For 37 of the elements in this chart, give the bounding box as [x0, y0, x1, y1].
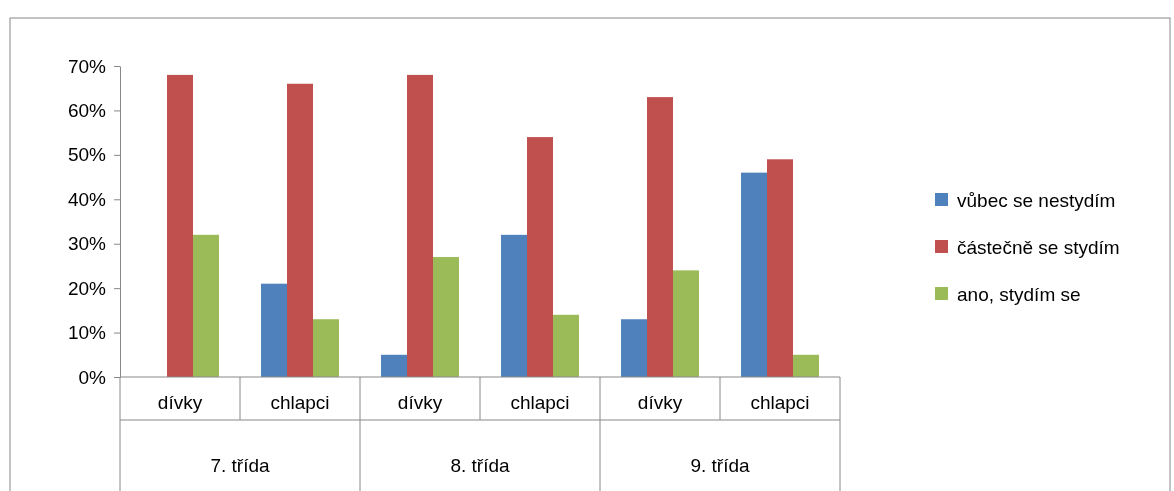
text: 9. třída	[690, 455, 750, 476]
x-tick-label: dívky	[397, 392, 443, 413]
bar	[407, 74, 433, 377]
bar	[433, 257, 459, 377]
bar	[167, 74, 193, 377]
x-tick-label: chlapci	[510, 392, 570, 413]
bar	[313, 319, 339, 377]
y-tick-label: 20%	[67, 277, 107, 299]
x-tick-label: dívky	[637, 392, 683, 413]
y-tick-label: 10%	[67, 322, 107, 344]
x-tick-label: chlapci	[270, 392, 330, 413]
y-tick-label: 60%	[67, 100, 107, 122]
bar	[793, 354, 819, 377]
legend-label: ano, stydím se	[957, 284, 1081, 305]
bar	[553, 314, 579, 377]
bar	[673, 270, 699, 377]
bar	[501, 234, 527, 377]
bar	[193, 234, 219, 377]
legend-label: vůbec se nestydím	[957, 190, 1116, 211]
legend-label: částečně se stydím	[957, 237, 1120, 258]
x-tick-label: dívky	[157, 392, 203, 413]
x-tick-label: chlapci	[750, 392, 810, 413]
y-tick-label: 50%	[67, 144, 107, 166]
bar	[261, 283, 287, 377]
bar	[621, 319, 647, 377]
y-tick-label: 0%	[78, 366, 107, 388]
text: 7. třída	[210, 455, 270, 476]
bar	[527, 137, 553, 377]
bar	[381, 354, 407, 377]
text: 8. třída	[450, 455, 510, 476]
bar	[741, 172, 767, 377]
bar	[647, 97, 673, 377]
y-tick-label: 30%	[67, 233, 107, 255]
y-tick-label: 70%	[67, 55, 107, 77]
bar	[767, 159, 793, 377]
y-tick-label: 40%	[67, 188, 107, 210]
bar	[287, 83, 313, 377]
